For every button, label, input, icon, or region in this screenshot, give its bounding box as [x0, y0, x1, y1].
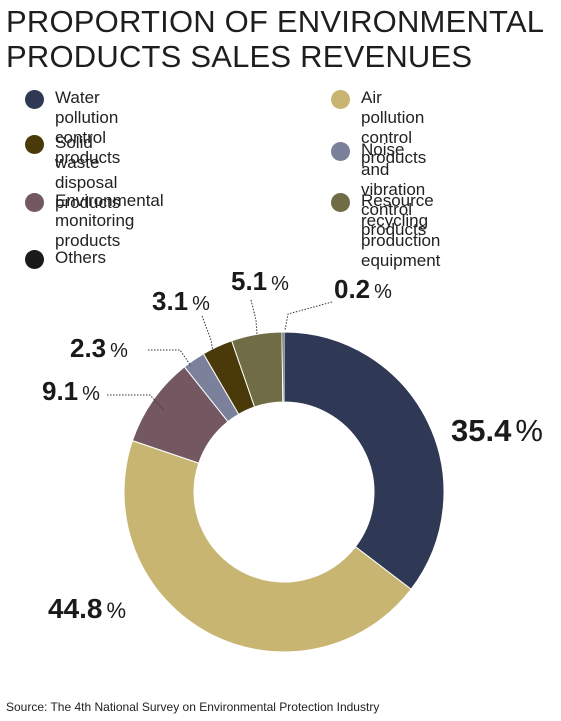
legend-label: Air pollution control products: [361, 88, 427, 167]
legend-swatch: [25, 90, 44, 109]
legend-label: Solid waste disposal products: [55, 133, 121, 212]
slice-value-label: 9.1%: [42, 376, 100, 406]
leader-line: [148, 349, 192, 367]
chart-title-line-2: PRODUCTS SALES REVENUES: [6, 39, 473, 74]
legend-swatch: [331, 90, 350, 109]
leader-line: [107, 394, 165, 411]
leader-line: [250, 299, 258, 336]
chart-title-line-1: PROPORTION OF ENVIRONMENTAL: [6, 4, 545, 39]
slice-value-label: 2.3%: [70, 333, 128, 363]
legend-label: Environmental monitoring products: [55, 191, 164, 250]
leader-line: [201, 315, 214, 353]
donut-slice: [283, 331, 445, 590]
donut-slice: [281, 331, 285, 403]
legend-label: Noise and vibration control products: [361, 140, 427, 239]
legend-label: Others: [55, 248, 107, 267]
legend-swatch: [25, 193, 44, 212]
slice-value-label: 3.1%: [152, 286, 210, 316]
slice-value-label: 5.1%: [231, 266, 289, 296]
legend-swatch: [331, 142, 350, 161]
legend-label: Resource recycling production equipment: [361, 191, 441, 270]
legend-swatch: [25, 135, 44, 154]
source-note: Source: The 4th National Survey on Envir…: [6, 700, 380, 714]
slice-value-label: 35.4%: [451, 413, 543, 448]
chart-title: PROPORTION OF ENVIRONMENTAL PRODUCTS SAL…: [6, 4, 556, 74]
legend-label: Water pollution control products: [55, 88, 121, 167]
slice-value-label: 44.8%: [48, 593, 126, 624]
slice-value-label: 0.2%: [334, 274, 392, 304]
legend-swatch: [25, 250, 44, 269]
donut-slice: [123, 440, 412, 653]
leader-line: [284, 301, 333, 331]
legend-swatch: [331, 193, 350, 212]
